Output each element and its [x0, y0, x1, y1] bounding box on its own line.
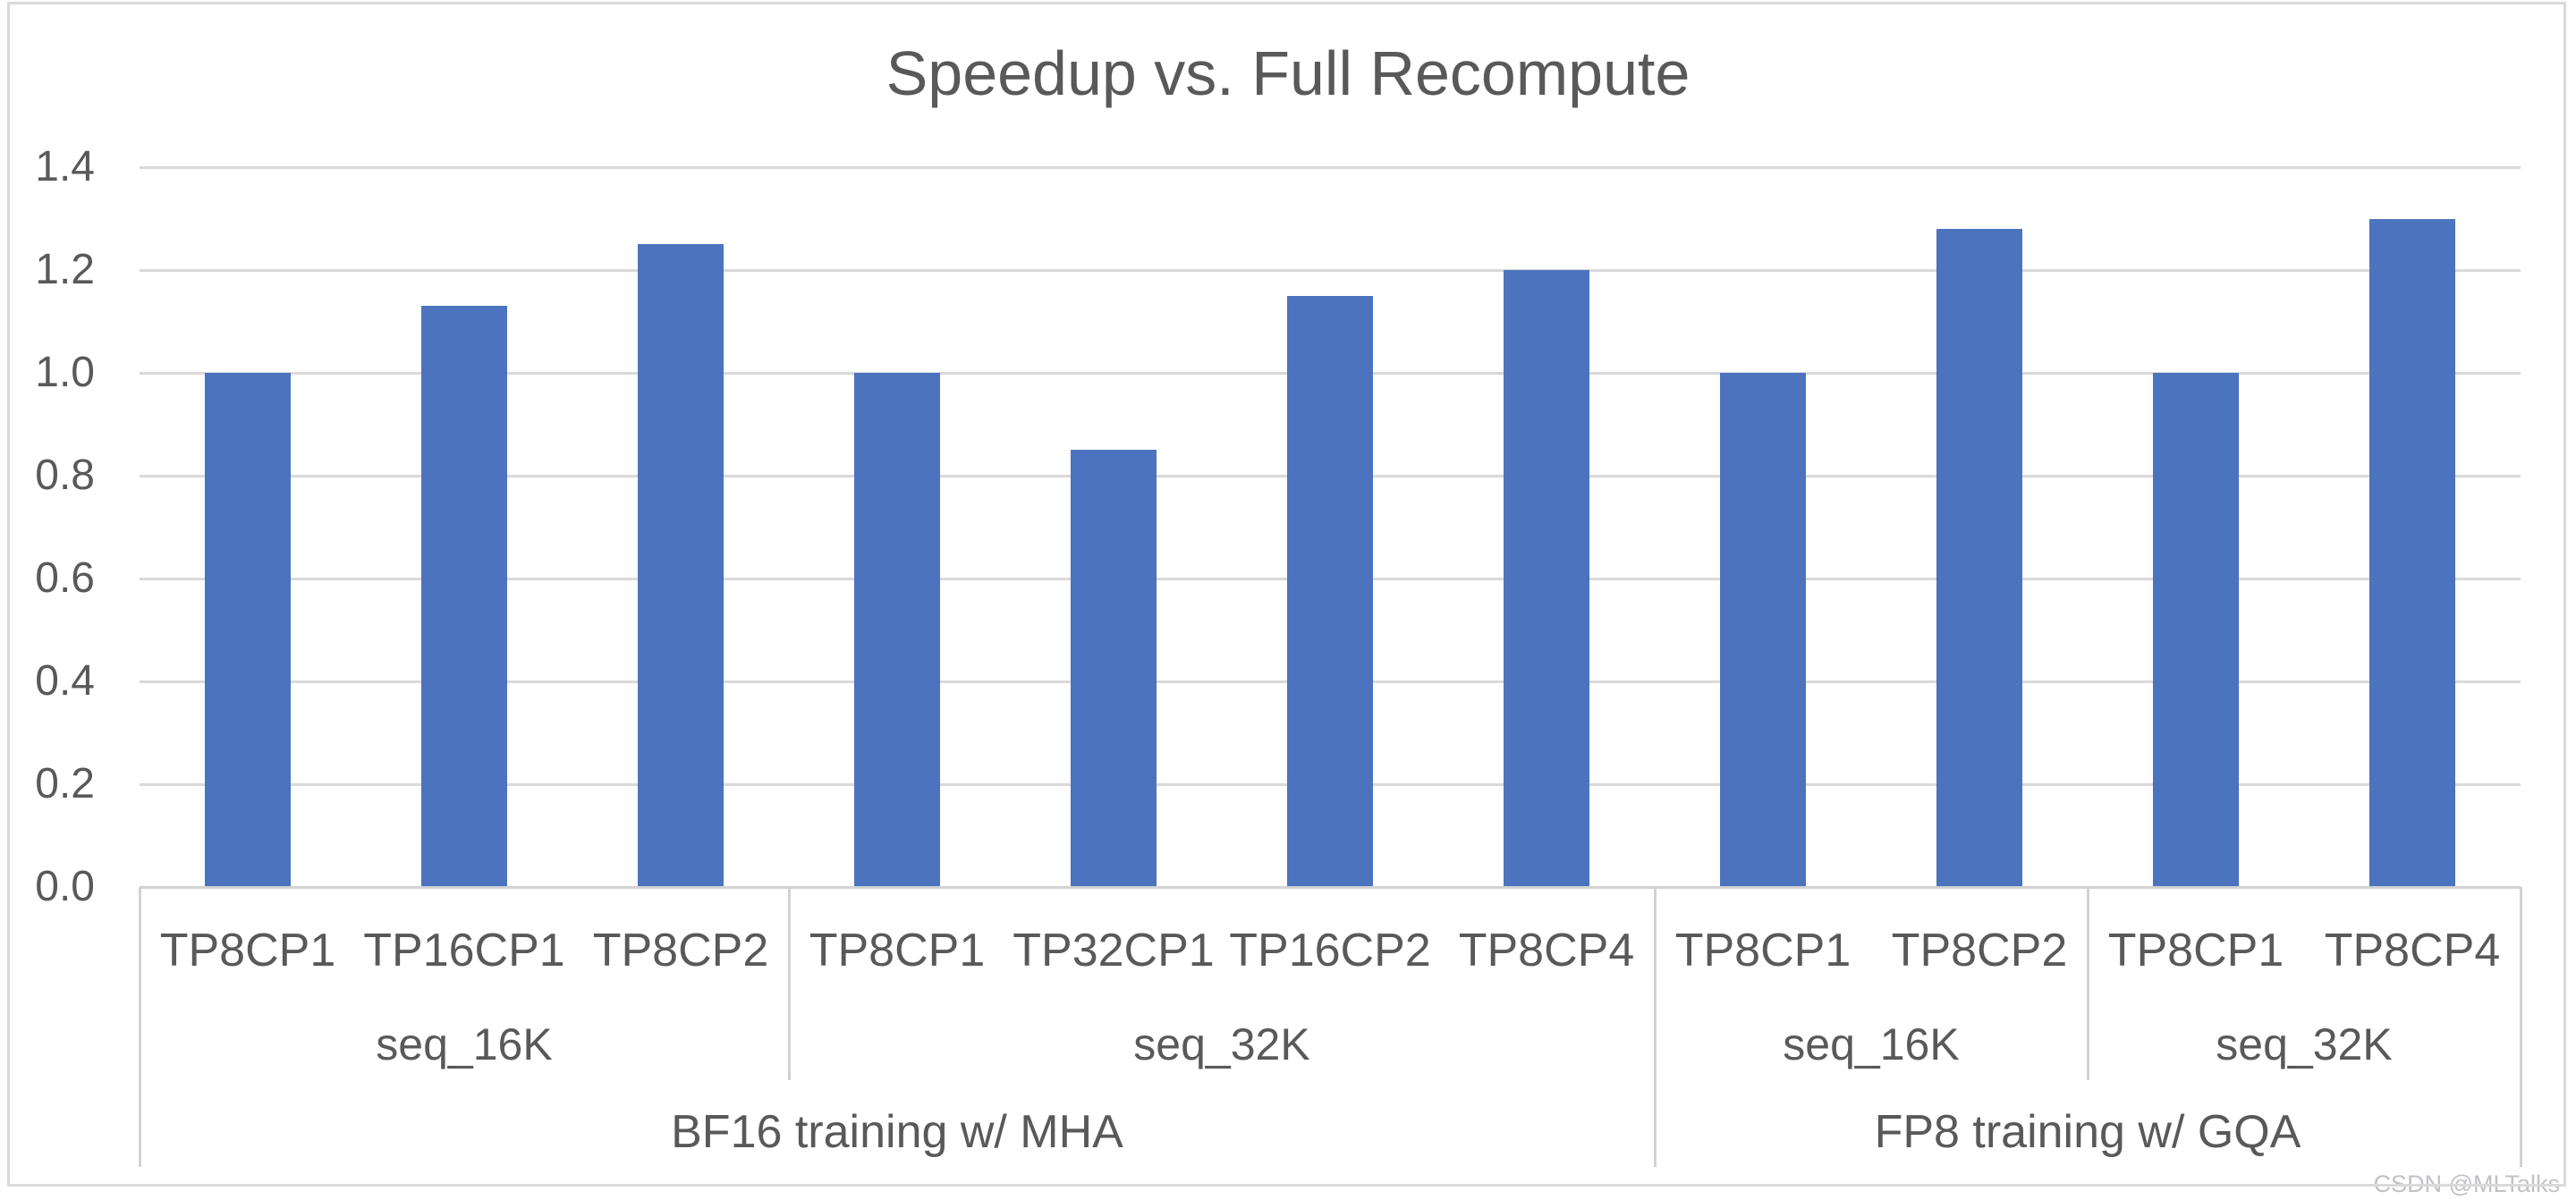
bar-tp16cp1 — [421, 306, 507, 887]
y-axis-tick-label: 1.0 — [35, 349, 95, 396]
category-label: TP8CP2 — [1891, 925, 2068, 976]
category-label: TP8CP4 — [1458, 925, 1635, 976]
seq-group-label: seq_16K — [1783, 1019, 1960, 1069]
bar-tp8cp4 — [2369, 218, 2455, 887]
category-label: TP8CP1 — [1674, 925, 1852, 976]
y-axis-tick-label: 0.4 — [35, 657, 95, 705]
bar-tp8cp4 — [1504, 270, 1589, 887]
axis-divider-group — [2519, 887, 2522, 1167]
chart-title: Speedup vs. Full Recompute — [886, 38, 1690, 108]
axis-divider-left-edge — [138, 887, 141, 1167]
watermark: CSDN @MLTalks — [2373, 1170, 2560, 1197]
bar-tp8cp1 — [2153, 373, 2239, 887]
category-label: TP8CP2 — [592, 925, 769, 976]
y-axis-tick-label: 0.0 — [35, 863, 95, 910]
category-label: TP8CP1 — [809, 925, 986, 976]
bar-tp8cp2 — [1936, 229, 2022, 887]
bar-tp32cp1 — [1071, 450, 1157, 887]
category-label: TP8CP4 — [2324, 925, 2501, 976]
category-label: TP16CP1 — [363, 925, 565, 976]
axis-divider-subgroup — [2086, 887, 2089, 1080]
axis-divider-group — [1653, 887, 1657, 1167]
category-label: TP8CP1 — [2107, 925, 2284, 976]
bar-tp8cp2 — [638, 244, 724, 887]
category-label: TP32CP1 — [1013, 925, 1215, 976]
y-axis-tick-label: 0.2 — [35, 760, 95, 807]
y-axis-tick-label: 1.4 — [35, 143, 95, 190]
bar-tp8cp1 — [854, 373, 940, 887]
gridline — [140, 268, 2521, 272]
seq-group-label: seq_16K — [376, 1019, 553, 1069]
training-group-label: BF16 training w/ MHA — [671, 1106, 1123, 1158]
training-group-label: FP8 training w/ GQA — [1874, 1106, 2301, 1158]
seq-group-label: seq_32K — [1133, 1019, 1310, 1069]
bar-tp8cp1 — [1720, 373, 1806, 887]
y-axis-tick-label: 1.2 — [35, 246, 95, 293]
axis-divider-subgroup — [787, 887, 791, 1080]
x-axis-line — [140, 885, 2521, 889]
seq-group-label: seq_32K — [2216, 1019, 2393, 1069]
y-axis-tick-label: 0.8 — [35, 452, 95, 499]
bar-tp16cp2 — [1287, 295, 1373, 887]
category-label: TP16CP2 — [1229, 925, 1431, 976]
y-axis-tick-label: 0.6 — [35, 554, 95, 602]
category-label: TP8CP1 — [159, 925, 336, 976]
bar-tp8cp1 — [205, 373, 291, 887]
gridline — [140, 165, 2521, 169]
